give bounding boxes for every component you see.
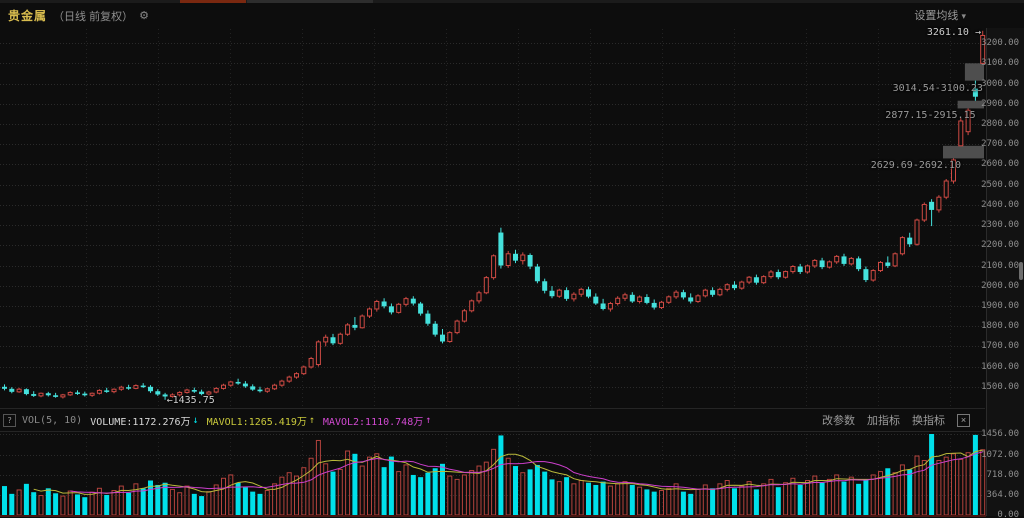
switch-indicator-button[interactable]: 换指标 (912, 415, 945, 427)
axis-tick-label: 3000.00 (981, 78, 1019, 89)
axis-tick-label: 2900.00 (981, 98, 1019, 109)
add-indicator-button[interactable]: 加指标 (867, 415, 900, 427)
axis-tick-label: 3200.00 (981, 38, 1019, 49)
gap-range-annotation: 2877.15-2915.15 (885, 110, 976, 122)
chevron-down-icon: ▾ (961, 11, 966, 21)
close-indicator-icon[interactable]: × (957, 413, 970, 427)
ma-settings-button[interactable]: 设置均线 ▾ (914, 10, 966, 22)
indicator-buttons: 改参数 加指标 换指标 × (822, 412, 970, 428)
settings-gear-icon[interactable]: ⚙ (139, 10, 149, 22)
axis-tick-label: 2100.00 (981, 260, 1019, 271)
change-params-button[interactable]: 改参数 (822, 415, 855, 427)
tab-sliver[interactable] (247, 0, 373, 3)
mavol2-up-arrow-icon: ↑ (425, 414, 432, 426)
high-price-annotation: 3261.10 → (926, 26, 981, 38)
axis-tick-label: 1600.00 (981, 361, 1019, 372)
axis-tick-label: 1800.00 (981, 321, 1019, 332)
indicator-name: VOL(5, 10) (22, 414, 83, 426)
axis-tick-label: 2000.00 (981, 280, 1019, 291)
axis-tick-label: 718.00 (986, 470, 1019, 481)
axis-tick-label: 3100.00 (981, 58, 1019, 69)
axis-tick-label: 1700.00 (981, 341, 1019, 352)
help-icon[interactable]: ? (3, 413, 16, 427)
axis-tick-label: 2400.00 (981, 199, 1019, 210)
mavol2-value: MAVOL2:1110.748万 (322, 416, 424, 428)
mavol1-value: MAVOL1:1265.419万 (206, 416, 307, 428)
axis-tick-label: 2500.00 (981, 179, 1019, 190)
axis-tick-label: 1456.00 (981, 429, 1019, 439)
tab-strip[interactable] (0, 0, 1024, 3)
low-price-annotation: ←1435.75 (166, 394, 215, 406)
axis-tick-label: 364.00 (986, 489, 1019, 500)
instrument-title: 贵金属 (8, 9, 48, 23)
axis-tick-label: 2800.00 (981, 119, 1019, 129)
volume-down-arrow-icon: ↓ (192, 414, 199, 426)
pane-bottom-border (0, 515, 986, 517)
axis-tick-label: 1500.00 (981, 381, 1019, 392)
axis-tick-label: 2600.00 (981, 159, 1019, 170)
axis-tick-label: 1900.00 (981, 300, 1019, 311)
volume-value: VOLUME:1172.276万 (90, 416, 191, 428)
axis-tick-label: 0.00 (997, 510, 1019, 518)
gap-range-annotation: 2629.69-2692.10 (870, 160, 961, 172)
gap-range-annotation: 3014.54-3100.23 (892, 82, 983, 94)
price-axis-column: 3200.00 3100.00 3000.00 2900.00 2800.00 2700.… (981, 28, 1024, 518)
chart-header: 贵金属 （日线 前复权） ⚙ (0, 3, 1024, 28)
mavol1-up-arrow-icon: ↑ (308, 414, 315, 426)
volume-indicator-header: ? VOL(5, 10) VOLUME:1172.276万 ↓ MAVOL1:1… (0, 409, 986, 431)
axis-tick-label: 2300.00 (981, 220, 1019, 231)
axis-tick-label: 1072.00 (981, 450, 1019, 461)
axis-tick-label: 2700.00 (981, 139, 1019, 150)
chart-period-label: （日线 前复权） (53, 10, 134, 23)
scrollbar-thumb[interactable] (1019, 262, 1023, 280)
axis-tick-label: 2200.00 (981, 240, 1019, 251)
active-tab-sliver[interactable] (180, 0, 246, 3)
